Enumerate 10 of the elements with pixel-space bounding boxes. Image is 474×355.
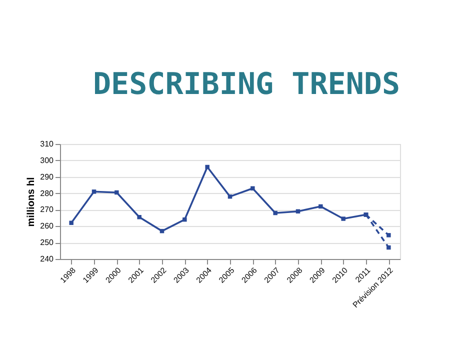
y-tick-label: 280 <box>40 188 54 198</box>
chart-title: DESCRIBING TRENDS <box>92 67 400 102</box>
y-tick-label: 310 <box>40 140 54 148</box>
y-tick-label: 260 <box>40 222 54 231</box>
y-tick-label: 240 <box>40 254 54 264</box>
y-tick-label: 250 <box>40 238 54 248</box>
y-tick-label: 290 <box>40 172 54 182</box>
y-tick-label: 300 <box>40 156 54 165</box>
y-axis-title: millions hl <box>26 177 38 227</box>
y-tick-label: 270 <box>40 205 54 214</box>
